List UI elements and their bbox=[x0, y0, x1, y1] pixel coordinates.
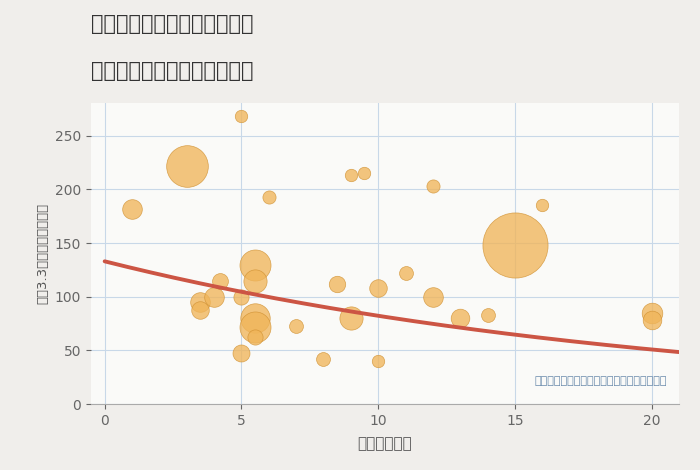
Point bbox=[249, 277, 260, 284]
Point bbox=[345, 314, 356, 322]
Text: 円の大きさは、取引のあった物件面積を示す: 円の大きさは、取引のあった物件面積を示す bbox=[535, 376, 667, 386]
Y-axis label: 坪（3.3㎡）単価（万円）: 坪（3.3㎡）単価（万円） bbox=[36, 203, 49, 305]
Point bbox=[427, 293, 438, 300]
Point bbox=[214, 277, 225, 284]
Point bbox=[482, 311, 493, 319]
Text: 駅距離別中古マンション価格: 駅距離別中古マンション価格 bbox=[91, 61, 253, 81]
Point bbox=[181, 162, 193, 170]
Point bbox=[249, 314, 260, 322]
Point bbox=[263, 193, 274, 201]
Point bbox=[646, 317, 657, 324]
Point bbox=[236, 112, 247, 120]
Point bbox=[454, 314, 466, 322]
Point bbox=[236, 349, 247, 356]
Point bbox=[195, 298, 206, 306]
Point bbox=[236, 293, 247, 300]
Point bbox=[537, 202, 548, 209]
Point bbox=[127, 205, 138, 212]
Point bbox=[372, 284, 384, 292]
Point bbox=[195, 306, 206, 313]
Point bbox=[332, 280, 343, 288]
Point bbox=[359, 170, 370, 177]
X-axis label: 駅距離（分）: 駅距離（分） bbox=[358, 436, 412, 451]
Point bbox=[249, 323, 260, 330]
Point bbox=[345, 172, 356, 179]
Point bbox=[249, 261, 260, 268]
Point bbox=[372, 358, 384, 365]
Text: 兵庫県丹波市市島町乙河内の: 兵庫県丹波市市島町乙河内の bbox=[91, 14, 253, 34]
Point bbox=[646, 309, 657, 317]
Point bbox=[249, 333, 260, 340]
Point bbox=[209, 293, 220, 300]
Point bbox=[400, 269, 411, 277]
Point bbox=[290, 322, 302, 329]
Point bbox=[510, 242, 521, 249]
Point bbox=[427, 182, 438, 190]
Point bbox=[318, 355, 329, 363]
